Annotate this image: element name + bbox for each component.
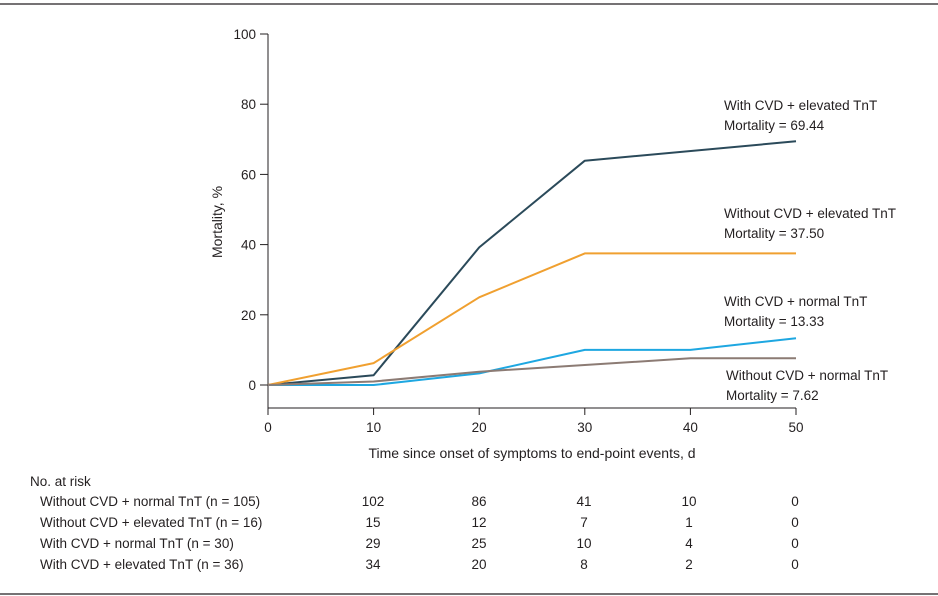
risk-value: 0	[791, 557, 799, 572]
x-axis-label: Time since onset of symptoms to end-poin…	[368, 445, 695, 461]
annotations: With CVD + elevated TnT Mortality = 69.4…	[724, 98, 896, 403]
risk-row-label: Without CVD + normal TnT (n = 105)	[40, 494, 260, 509]
y-tick-label: 100	[233, 27, 256, 42]
risk-value: 0	[791, 494, 799, 509]
annotation-nocvd-normal-line2: Mortality = 7.62	[726, 388, 819, 403]
x-ticks: 0 10 20 30 40 50	[264, 408, 804, 435]
risk-value: 0	[791, 536, 799, 551]
annotation-cvd-elevated-line1: With CVD + elevated TnT	[724, 98, 877, 113]
risk-value: 10	[576, 536, 591, 551]
series-line-nocvd_norm	[267, 357, 796, 386]
y-axis-label: Mortality, %	[209, 186, 225, 258]
annotation-nocvd-elevated-line1: Without CVD + elevated TnT	[724, 206, 896, 221]
series-line-cvd_elev	[267, 140, 797, 386]
x-tick-label: 50	[788, 420, 803, 435]
annotation-nocvd-elevated-line2: Mortality = 37.50	[724, 226, 824, 241]
annotation-cvd-normal-line2: Mortality = 13.33	[724, 314, 824, 329]
y-tick-label: 60	[241, 167, 256, 182]
risk-row-label: Without CVD + elevated TnT (n = 16)	[40, 515, 262, 530]
series-line-nocvd_elev	[267, 252, 796, 386]
annotation-nocvd-normal-line1: Without CVD + normal TnT	[726, 368, 888, 383]
annotation-cvd-normal-line1: With CVD + normal TnT	[724, 294, 867, 309]
risk-value: 20	[471, 557, 486, 572]
risk-value: 10	[681, 494, 696, 509]
risk-value: 25	[471, 536, 486, 551]
x-tick-label: 30	[577, 420, 592, 435]
risk-value: 8	[580, 557, 588, 572]
risk-value: 4	[685, 536, 693, 551]
risk-table-title: No. at risk	[30, 474, 91, 489]
risk-value: 0	[791, 515, 799, 530]
y-tick-label: 20	[241, 308, 256, 323]
y-tick-label: 80	[241, 97, 256, 112]
y-tick-label: 40	[241, 238, 256, 253]
annotation-cvd-elevated-line2: Mortality = 69.44	[724, 118, 825, 133]
axes	[267, 34, 796, 409]
risk-value: 41	[576, 494, 591, 509]
y-tick-label: 0	[248, 378, 256, 393]
risk-value: 29	[365, 536, 380, 551]
x-tick-label: 0	[264, 420, 272, 435]
x-tick-label: 10	[366, 420, 381, 435]
risk-values: 102 86 41 10 015 12 7 1 029 25 10 4 034 20 8 2 0	[362, 494, 799, 572]
risk-value: 102	[362, 494, 385, 509]
risk-row-label: With CVD + normal TnT (n = 30)	[40, 536, 234, 551]
risk-row-label: With CVD + elevated TnT (n = 36)	[40, 557, 244, 572]
risk-value: 86	[471, 494, 486, 509]
risk-value: 15	[365, 515, 380, 530]
y-ticks: 0 20 40 60 80 100	[233, 27, 268, 393]
risk-table: No. at risk Without CVD + normal TnT (n …	[30, 474, 799, 572]
series-lines	[267, 140, 797, 386]
risk-value: 7	[580, 515, 588, 530]
risk-value: 1	[685, 515, 693, 530]
x-tick-label: 40	[683, 420, 698, 435]
series-line-cvd_norm	[268, 337, 797, 386]
risk-value: 34	[365, 557, 381, 572]
risk-value: 12	[471, 515, 486, 530]
x-tick-label: 20	[472, 420, 487, 435]
risk-value: 2	[685, 557, 693, 572]
